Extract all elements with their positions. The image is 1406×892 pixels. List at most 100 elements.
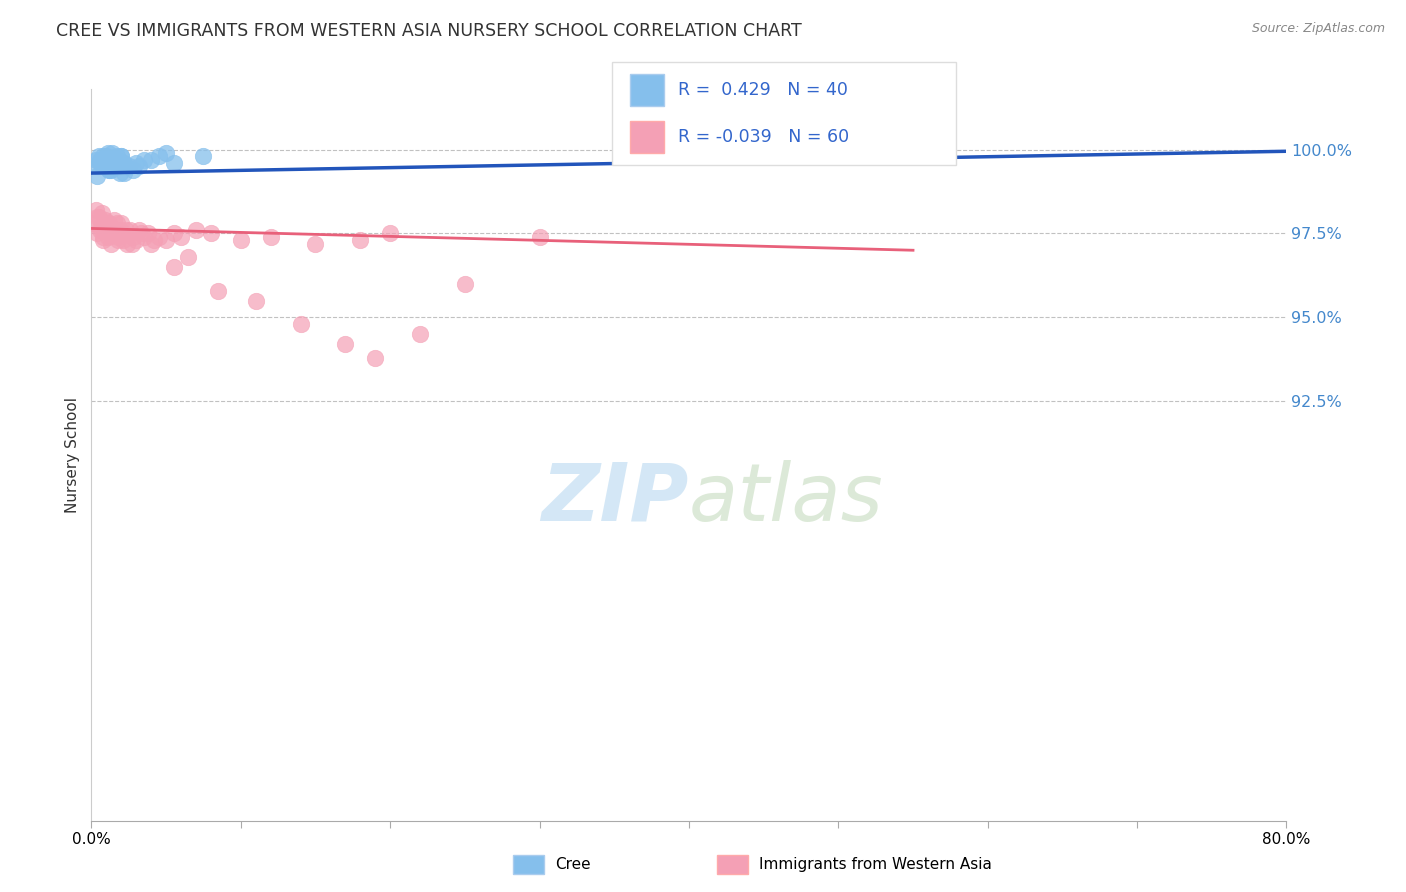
Text: CREE VS IMMIGRANTS FROM WESTERN ASIA NURSERY SCHOOL CORRELATION CHART: CREE VS IMMIGRANTS FROM WESTERN ASIA NUR… xyxy=(56,22,801,40)
Point xyxy=(114,223,136,237)
Point xyxy=(148,149,170,163)
Text: R =  0.429   N = 40: R = 0.429 N = 40 xyxy=(678,81,848,99)
Point xyxy=(120,223,142,237)
Point xyxy=(112,227,135,241)
Point xyxy=(94,216,117,230)
Point xyxy=(409,327,432,342)
Point xyxy=(107,160,129,174)
Point xyxy=(97,145,120,160)
Point xyxy=(110,149,132,163)
Point xyxy=(105,216,128,230)
Point xyxy=(89,156,111,170)
Point xyxy=(125,156,148,170)
Point xyxy=(162,260,184,274)
Point xyxy=(259,230,281,244)
Point xyxy=(107,230,129,244)
Point xyxy=(125,233,148,247)
Point xyxy=(304,236,326,251)
Point xyxy=(103,153,125,167)
Point xyxy=(122,230,145,244)
Point xyxy=(87,149,110,163)
Point xyxy=(184,223,207,237)
Point xyxy=(112,156,135,170)
Point xyxy=(200,227,222,241)
Point xyxy=(83,216,105,230)
Point xyxy=(378,227,402,241)
Point xyxy=(132,230,155,244)
Point xyxy=(105,149,128,163)
Point xyxy=(290,317,312,331)
Point xyxy=(335,337,357,351)
Point xyxy=(454,277,477,291)
Point xyxy=(155,145,177,160)
Point xyxy=(89,223,111,237)
Point xyxy=(122,162,145,177)
Point xyxy=(100,162,122,177)
Point xyxy=(141,153,162,167)
Text: Source: ZipAtlas.com: Source: ZipAtlas.com xyxy=(1251,22,1385,36)
Point xyxy=(128,160,150,174)
Text: atlas: atlas xyxy=(689,459,884,538)
Point xyxy=(110,149,132,163)
Point xyxy=(87,210,110,224)
Point xyxy=(91,160,114,174)
Point xyxy=(94,160,117,174)
Point xyxy=(177,250,200,264)
Point xyxy=(111,233,134,247)
Point xyxy=(110,216,132,230)
Point xyxy=(118,160,141,174)
Point xyxy=(162,227,184,241)
Point xyxy=(229,233,252,247)
Point xyxy=(104,160,127,174)
Point xyxy=(94,149,117,163)
Point xyxy=(193,149,215,163)
Point xyxy=(84,202,107,217)
Point xyxy=(98,227,121,241)
Y-axis label: Nursery School: Nursery School xyxy=(65,397,80,513)
Point xyxy=(108,166,131,180)
Text: R = -0.039   N = 60: R = -0.039 N = 60 xyxy=(678,128,849,146)
Point xyxy=(162,156,184,170)
Point xyxy=(90,206,112,220)
Point xyxy=(103,156,125,170)
Point xyxy=(108,223,131,237)
Point xyxy=(100,153,122,167)
Point xyxy=(96,219,118,234)
Text: ZIP: ZIP xyxy=(541,459,689,538)
Point xyxy=(89,153,111,167)
Point xyxy=(86,227,108,241)
Point xyxy=(155,233,177,247)
Point xyxy=(128,223,150,237)
Point xyxy=(97,162,120,177)
Point xyxy=(121,236,143,251)
Point xyxy=(103,213,125,227)
Point xyxy=(207,284,229,298)
Point xyxy=(90,156,112,170)
Point xyxy=(107,153,129,167)
Point xyxy=(245,293,267,308)
Point xyxy=(364,351,387,365)
Point xyxy=(86,160,108,174)
Point xyxy=(101,223,124,237)
Point xyxy=(84,153,107,167)
Point xyxy=(141,236,162,251)
Point xyxy=(529,230,551,244)
Point xyxy=(100,236,122,251)
Point xyxy=(86,169,108,184)
Point xyxy=(97,230,120,244)
Point xyxy=(93,233,115,247)
Point xyxy=(112,166,135,180)
Point xyxy=(115,236,138,251)
Point xyxy=(143,233,166,247)
Text: Cree: Cree xyxy=(555,857,591,871)
Point xyxy=(101,145,124,160)
Point xyxy=(94,213,117,227)
Point xyxy=(107,233,129,247)
Point xyxy=(132,153,155,167)
Point xyxy=(91,230,114,244)
Point xyxy=(93,149,115,163)
Point xyxy=(89,219,111,234)
Point xyxy=(148,230,170,244)
Point xyxy=(104,227,127,241)
Point xyxy=(86,210,108,224)
